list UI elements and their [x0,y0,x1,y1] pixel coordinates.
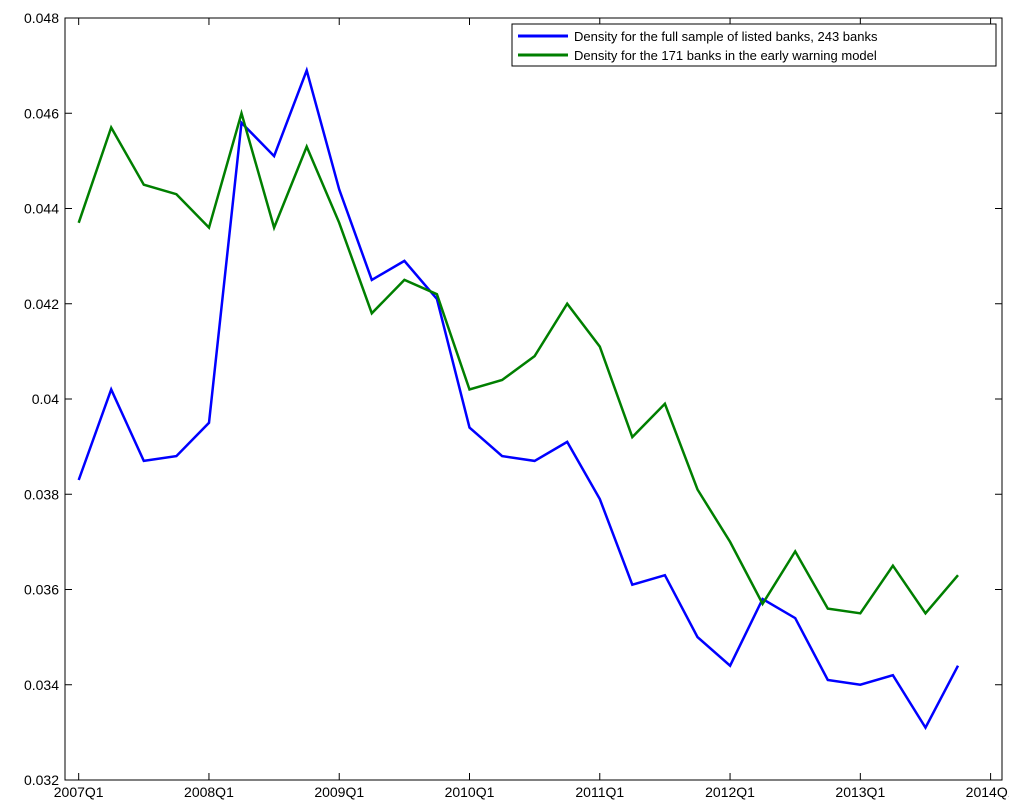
y-tick-label: 0.044 [24,201,59,217]
x-tick-label: 2010Q1 [445,784,495,800]
y-tick-label: 0.046 [24,105,59,121]
legend: Density for the full sample of listed ba… [511,23,997,67]
series-lines [77,66,960,731]
x-tick-label: 2013Q1 [835,784,885,800]
y-tick-label: 0.042 [24,296,59,312]
y-tick-label: 0.038 [24,486,59,502]
series-line-2 [77,108,959,616]
y-tick-label: 0.032 [24,772,59,788]
x-tick-label: 2007Q1 [54,784,104,800]
x-tick-label: 2014Q1 [966,784,1009,800]
y-axis: 0.032 0.034 0.036 0.038 0.04 0.042 0.044 0.046 0… [24,10,1002,788]
y-tick-label: 0.036 [24,582,59,598]
x-tick-label: 2011Q1 [575,784,624,800]
legend-label: Density for the full sample of listed ba… [574,29,878,44]
series-line-1 [77,66,960,731]
x-tick-label: 2012Q1 [705,784,755,800]
y-tick-label: 0.034 [24,677,59,693]
legend-label: Density for the 171 banks in the early w… [574,48,877,63]
plot-area [64,17,1003,781]
legend-box [511,23,997,67]
y-tick-label: 0.04 [32,391,59,407]
x-tick-label: 2008Q1 [184,784,234,800]
x-axis: 2007Q1 2008Q1 2009Q1 2010Q1 2011Q1 2012Q1 2013… [54,18,1009,800]
x-tick-label: 2009Q1 [314,784,364,800]
y-tick-label: 0.048 [24,10,59,26]
